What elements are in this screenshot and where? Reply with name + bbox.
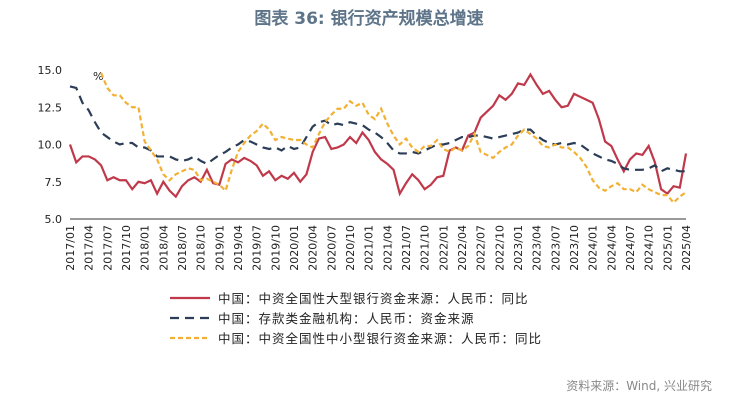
x-tick-label: 2021/01 [363, 225, 376, 271]
x-tick-label: 2025/04 [680, 225, 693, 271]
y-tick-label: 15.0 [38, 64, 63, 77]
legend-label: 中国：中资全国性中小型银行资金来源：人民币：同比 [218, 331, 542, 346]
x-tick-label: 2017/07 [101, 225, 114, 271]
x-tick-label: 2021/04 [381, 225, 394, 271]
series-line [68, 72, 688, 199]
x-tick-label: 2024/10 [643, 225, 656, 271]
x-tick-label: 2017/04 [83, 225, 96, 271]
x-tick-label: 2019/01 [213, 225, 226, 271]
chart-title: 图表 36: 银行资产规模总增速 [254, 8, 483, 29]
y-tick-label: 5.0 [45, 213, 63, 226]
y-tick-label: 12.5 [38, 101, 63, 114]
x-tick-label: 2022/10 [493, 225, 506, 271]
x-tick-label: 2022/04 [456, 225, 469, 271]
x-tick-label: 2023/01 [512, 225, 525, 271]
series-line [100, 72, 687, 205]
x-tick-label: 2024/04 [605, 225, 618, 271]
x-tick-label: 2018/07 [176, 225, 189, 271]
x-tick-label: 2020/01 [288, 225, 301, 271]
x-tick-label: 2018/01 [139, 225, 152, 271]
x-tick-label: 2023/04 [531, 225, 544, 271]
x-tick-label: 2022/01 [437, 225, 450, 271]
x-tick-label: 2024/01 [587, 225, 600, 271]
x-tick-label: 2019/04 [232, 225, 245, 271]
x-tick-label: 2021/10 [419, 225, 432, 271]
y-tick-label: 7.5 [45, 176, 63, 189]
x-tick-label: 2021/07 [400, 225, 413, 271]
x-tick-label: 2018/10 [195, 225, 208, 271]
source: 资料来源：Wind, 兴业研究 [566, 378, 712, 393]
x-tick-label: 2022/07 [475, 225, 488, 271]
y-tick-label: 10.0 [38, 139, 63, 152]
x-tick-label: 2025/01 [661, 225, 674, 271]
unit-annotation: % [93, 70, 103, 83]
x-tick-label: 2024/07 [624, 225, 637, 271]
x-tick-label: 2020/04 [307, 225, 320, 271]
legend-label: 中国：存款类金融机构：人民币：资金来源 [218, 311, 475, 326]
legend-label: 中国：中资全国性大型银行资金来源：人民币：同比 [218, 291, 529, 306]
x-tick-label: 2023/10 [568, 225, 581, 271]
x-tick-label: 2017/01 [64, 225, 77, 271]
x-tick-label: 2018/04 [157, 225, 170, 271]
x-tick-label: 2019/10 [269, 225, 282, 271]
x-tick-label: 2020/07 [325, 225, 338, 271]
x-tick-label: 2019/07 [251, 225, 264, 271]
x-tick-label: 2023/07 [549, 225, 562, 271]
x-tick-label: 2017/10 [120, 225, 133, 271]
x-tick-label: 2020/10 [344, 225, 357, 271]
series-line [69, 85, 686, 173]
